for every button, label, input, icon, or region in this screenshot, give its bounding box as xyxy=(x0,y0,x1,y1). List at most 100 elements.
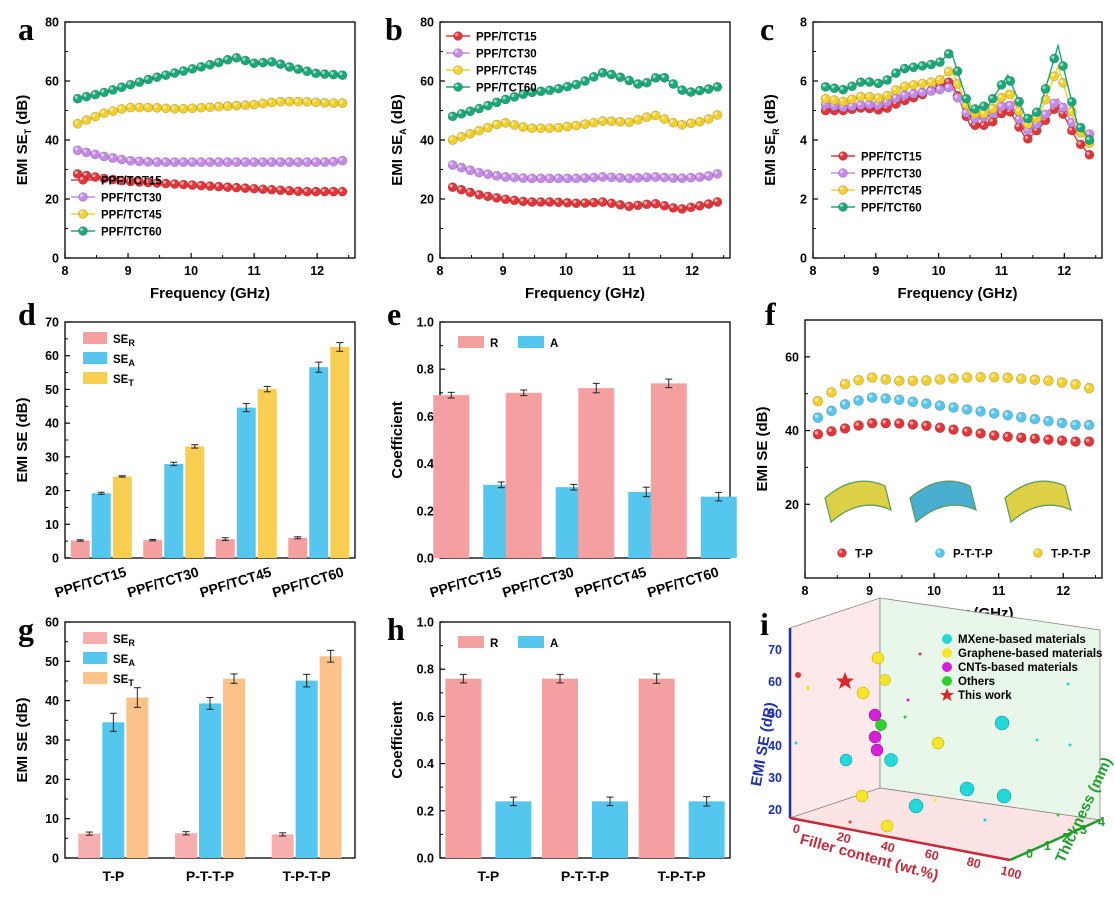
point-highlight xyxy=(896,420,900,424)
data-point xyxy=(847,94,857,105)
data-point xyxy=(456,132,467,142)
point-highlight xyxy=(189,182,193,186)
y-tick-label: 40 xyxy=(785,424,799,438)
point-highlight xyxy=(1016,116,1020,120)
data-point xyxy=(266,97,277,108)
small-point xyxy=(794,741,798,745)
small-point xyxy=(848,820,852,824)
z-ticks: 20 30 40 50 60 70 xyxy=(768,643,782,817)
data-point xyxy=(1049,71,1060,82)
data-point xyxy=(996,92,1007,103)
point-highlight xyxy=(936,76,941,81)
data-point xyxy=(205,181,215,191)
point-highlight xyxy=(923,422,927,427)
point-highlight xyxy=(705,172,709,177)
data-point xyxy=(78,192,88,202)
y-tick-label: 0.8 xyxy=(417,363,434,377)
point-highlight xyxy=(233,184,237,188)
point-highlight xyxy=(251,159,255,163)
data-point xyxy=(116,154,127,165)
data-point xyxy=(213,157,224,168)
point-highlight xyxy=(1024,115,1029,119)
point-highlight xyxy=(634,116,639,120)
data-point xyxy=(231,182,242,193)
point-highlight xyxy=(626,119,630,123)
bar xyxy=(688,801,725,858)
legend-label: PPF/TCT30 xyxy=(861,169,922,181)
legend-label: This work xyxy=(958,690,1012,702)
point-highlight xyxy=(661,116,665,120)
x-tick: 60 xyxy=(923,846,940,863)
y-axis-label: EMI SER (dB) xyxy=(762,94,781,186)
data-point xyxy=(899,81,910,92)
point-highlight xyxy=(945,84,949,88)
point-highlight xyxy=(687,204,692,208)
legend: PPF/TCT15 PPF/TCT30 PPF/TCT45 PPF/TCT60 xyxy=(71,175,162,239)
data-point xyxy=(90,149,101,160)
data-point xyxy=(518,196,529,207)
point-highlight xyxy=(458,110,462,115)
data-point xyxy=(143,156,154,167)
x-tick-label: 9 xyxy=(125,264,132,278)
data-point xyxy=(509,195,520,206)
legend-label: SER xyxy=(113,634,135,648)
point-highlight xyxy=(928,79,932,83)
point-highlight xyxy=(855,422,859,426)
x-axis-label: Frequency (GHz) xyxy=(897,285,1017,302)
point-highlight xyxy=(520,175,524,179)
point-highlight xyxy=(882,395,887,399)
small-point xyxy=(1066,682,1070,686)
data-point xyxy=(78,209,88,219)
data-point xyxy=(311,97,321,108)
data-point xyxy=(491,192,502,203)
data-point xyxy=(196,61,207,72)
x-tick: 0 xyxy=(791,821,801,836)
data-point xyxy=(606,172,617,183)
bar xyxy=(578,388,615,558)
legend-marker xyxy=(942,634,952,644)
y-axis-label: EMI SE (dB) xyxy=(754,406,771,491)
point-highlight xyxy=(136,158,140,162)
data-point xyxy=(213,57,224,68)
x-tick: 80 xyxy=(965,854,982,871)
point-highlight xyxy=(687,120,692,124)
category-label: PPF/TCT30 xyxy=(125,564,201,601)
film-inset xyxy=(1004,480,1072,524)
data-point xyxy=(873,78,884,89)
data-point xyxy=(187,180,198,190)
point-highlight xyxy=(643,174,647,178)
data-point xyxy=(222,182,233,193)
point-highlight xyxy=(259,159,264,163)
point-highlight xyxy=(92,174,96,178)
data-point xyxy=(943,48,954,59)
data-point xyxy=(571,79,582,90)
data-point xyxy=(650,198,661,209)
data-point xyxy=(908,62,919,73)
x-tick-label: 12 xyxy=(1057,264,1071,278)
data-point xyxy=(934,374,946,385)
film-inset xyxy=(824,480,892,524)
point-highlight xyxy=(295,66,299,70)
data-point xyxy=(213,181,224,192)
point-highlight xyxy=(154,159,158,163)
point-highlight xyxy=(936,86,941,90)
data-point xyxy=(1056,417,1068,429)
data-point xyxy=(812,428,824,440)
graphene-point xyxy=(855,789,869,803)
data-point xyxy=(240,100,251,111)
data-point xyxy=(988,408,1000,419)
data-point xyxy=(677,173,687,184)
data-point xyxy=(1070,436,1081,447)
series-PPF/TCT15 xyxy=(72,169,348,197)
data-point xyxy=(275,96,286,107)
y-tick-label: 20 xyxy=(420,193,434,207)
data-point xyxy=(987,103,998,114)
bar xyxy=(309,367,329,558)
point-highlight xyxy=(312,188,317,192)
data-point xyxy=(926,59,937,70)
data-point xyxy=(90,89,101,100)
data-point xyxy=(302,186,312,197)
bar xyxy=(112,476,132,558)
point-highlight xyxy=(573,175,577,179)
